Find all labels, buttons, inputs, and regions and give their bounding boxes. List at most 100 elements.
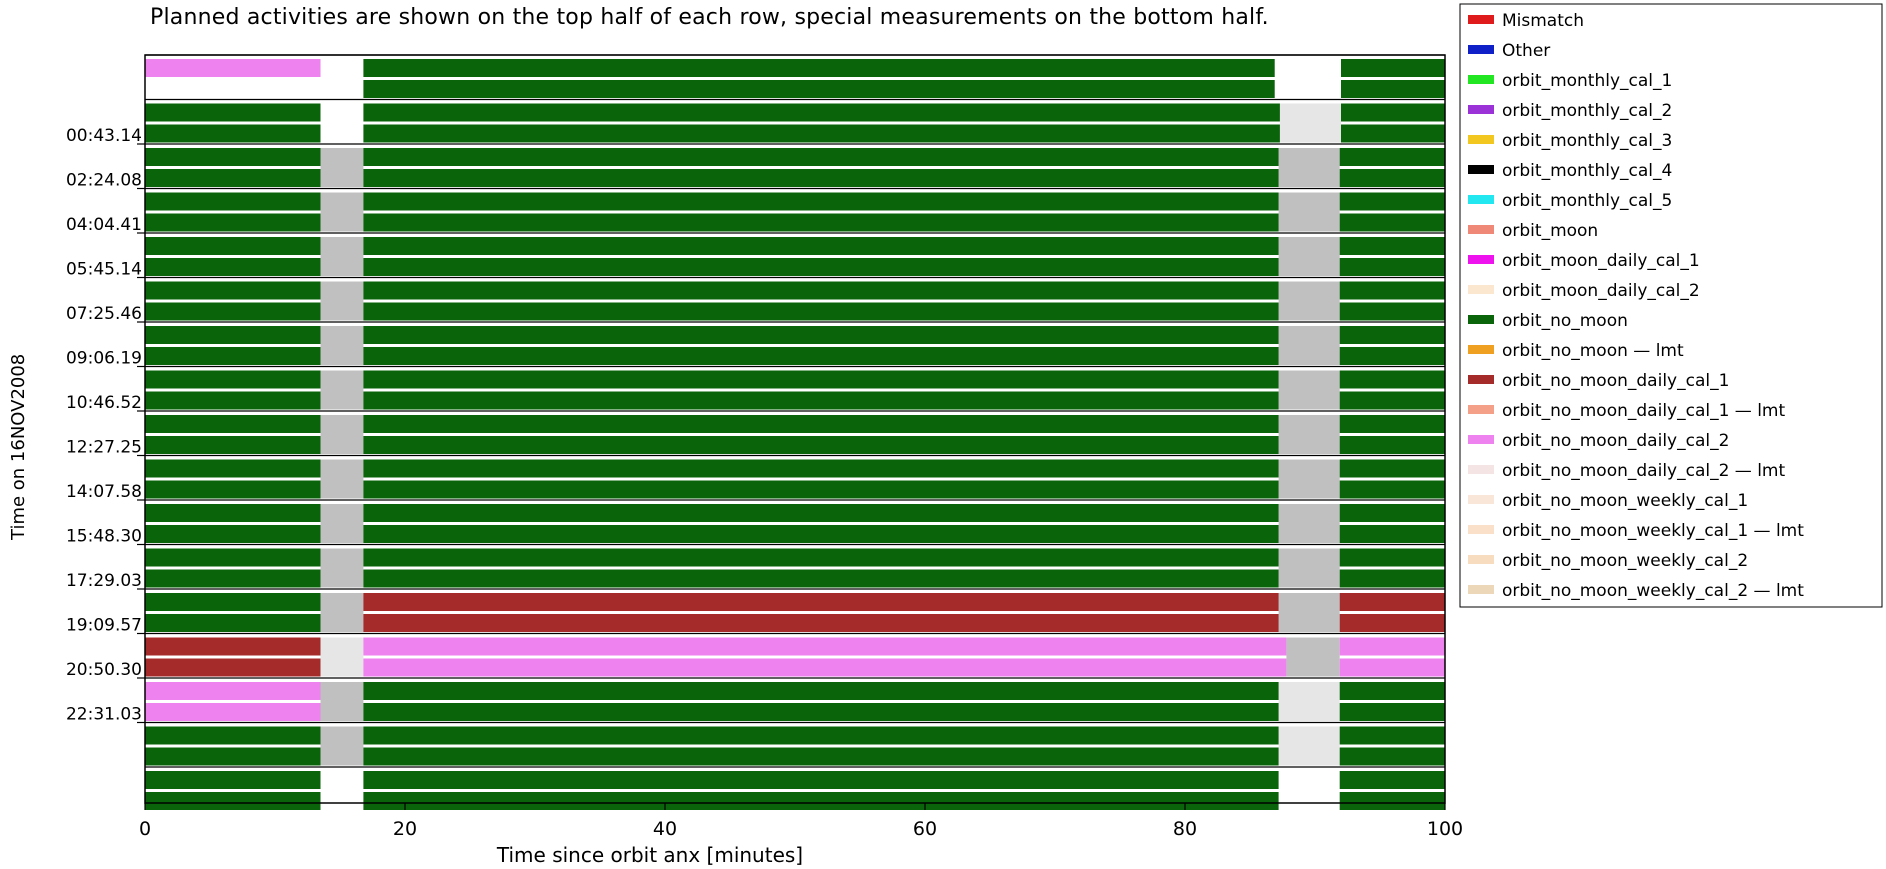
activity-bar-top (1339, 415, 1445, 433)
legend-swatch (1468, 465, 1494, 474)
activity-bar-top (145, 637, 321, 656)
activity-bar-top (1339, 370, 1445, 389)
activity-bar-top (363, 281, 1279, 300)
legend-swatch (1468, 375, 1494, 384)
activity-bar-top (1339, 637, 1445, 656)
activity-bar-top (1339, 593, 1445, 611)
activity-bar-bottom (145, 747, 321, 766)
activity-bar-bottom (1339, 213, 1445, 232)
activity-bar-top (1339, 148, 1445, 166)
activity-bar-top (363, 59, 1275, 77)
gap-segment (1278, 237, 1340, 276)
y-tick-label: 04:04.41 (66, 215, 142, 235)
activity-bar-top (1339, 459, 1445, 478)
legend-entry-label: orbit_no_moon_weekly_cal_2 — lmt (1502, 581, 1804, 601)
gap-segment (1278, 548, 1340, 588)
x-tick-label: 20 (393, 818, 417, 840)
activity-bar-bottom (145, 124, 321, 143)
activity-bar-top (1339, 771, 1445, 789)
y-tick-label: 20:50.30 (66, 660, 142, 680)
gap-segment (320, 637, 364, 677)
legend-swatch (1468, 585, 1494, 594)
activity-bar-bottom (1339, 569, 1445, 588)
plot-frame (144, 54, 1446, 804)
gap-segment (1278, 771, 1340, 810)
activity-bar-bottom (363, 480, 1279, 499)
activity-bar-bottom (363, 391, 1279, 410)
legend-box (1459, 3, 1883, 608)
gap-segment (320, 103, 364, 143)
activity-bar-bottom (1339, 302, 1445, 321)
activity-bar-top (363, 459, 1279, 478)
activity-bar-top (145, 370, 321, 389)
activity-bar-top (1339, 682, 1445, 700)
activity-bar-bottom (1341, 80, 1445, 98)
activity-bar-bottom (1339, 169, 1445, 187)
activity-bar-bottom (145, 614, 321, 632)
y-tick-label: 09:06.19 (66, 349, 142, 369)
y-tick-label: 19:09.57 (66, 616, 142, 636)
legend-entry-label: orbit_no_moon_weekly_cal_1 (1502, 491, 1748, 511)
activity-bar-bottom (363, 747, 1279, 766)
activity-bar-top (145, 148, 321, 166)
legend-entry-label: Other (1502, 41, 1550, 61)
activity-bar-top (145, 504, 321, 522)
x-tick-label: 40 (653, 818, 677, 840)
x-tick-label: 80 (1173, 818, 1197, 840)
legend-entry-label: orbit_monthly_cal_3 (1502, 131, 1672, 151)
activity-bar-top (363, 103, 1280, 122)
activity-bar-top (145, 726, 321, 745)
activity-bar-top (145, 459, 321, 478)
gap-segment (320, 148, 364, 187)
activity-bar-top (363, 548, 1279, 567)
activity-bar-bottom (145, 169, 321, 187)
activity-bar-bottom (1339, 347, 1445, 365)
legend-swatch (1468, 105, 1494, 114)
activity-bar-bottom (363, 614, 1279, 632)
activity-bar-bottom (145, 347, 321, 365)
legend-entry-label: orbit_moon_daily_cal_2 (1502, 281, 1700, 301)
gap-segment (1278, 726, 1340, 766)
activity-bar-top (1341, 103, 1445, 122)
activity-bar-top (363, 593, 1279, 611)
gap-segment (1278, 415, 1340, 454)
y-tick-label: 22:31.03 (66, 705, 142, 725)
activity-bar-bottom (145, 391, 321, 410)
activity-bar-bottom (145, 569, 321, 588)
gap-segment (320, 59, 364, 98)
activity-bar-bottom (363, 436, 1279, 454)
activity-bar-top (145, 103, 321, 122)
gap-segment (320, 682, 364, 721)
activity-bar-bottom (363, 703, 1279, 721)
gap-segment (1278, 326, 1340, 365)
x-tick-label: 0 (139, 818, 151, 840)
chart-subtitle: Planned activities are shown on the top … (150, 5, 1269, 30)
gap-segment (1278, 682, 1340, 721)
activity-bar-top (1339, 326, 1445, 344)
gap-segment (320, 370, 364, 410)
legend-swatch (1468, 345, 1494, 354)
activity-bar-bottom (145, 258, 321, 276)
gap-segment (1278, 148, 1340, 187)
y-tick-label: 00:43.14 (66, 126, 142, 146)
activity-bar-bottom (1339, 658, 1445, 677)
legend-swatch (1468, 15, 1494, 24)
activity-bar-top (1339, 504, 1445, 522)
activity-bar-top (363, 237, 1279, 255)
activity-bar-top (1341, 59, 1445, 77)
activity-bar-bottom (363, 347, 1279, 365)
activity-bar-top (363, 504, 1279, 522)
gap-segment (1278, 504, 1340, 543)
legend-entry-label: orbit_moon (1502, 221, 1598, 241)
legend-entry-label: orbit_monthly_cal_4 (1502, 161, 1672, 181)
y-tick-label: 02:24.08 (66, 171, 142, 191)
activity-bar-bottom (145, 703, 321, 721)
legend-entry-label: orbit_no_moon_daily_cal_2 — lmt (1502, 461, 1785, 481)
legend-swatch (1468, 165, 1494, 174)
legend-swatch (1468, 405, 1494, 414)
activity-bar-bottom (145, 436, 321, 454)
activity-bar-bottom (363, 258, 1279, 276)
activity-bar-top (363, 192, 1279, 211)
gap-segment (1274, 59, 1341, 98)
